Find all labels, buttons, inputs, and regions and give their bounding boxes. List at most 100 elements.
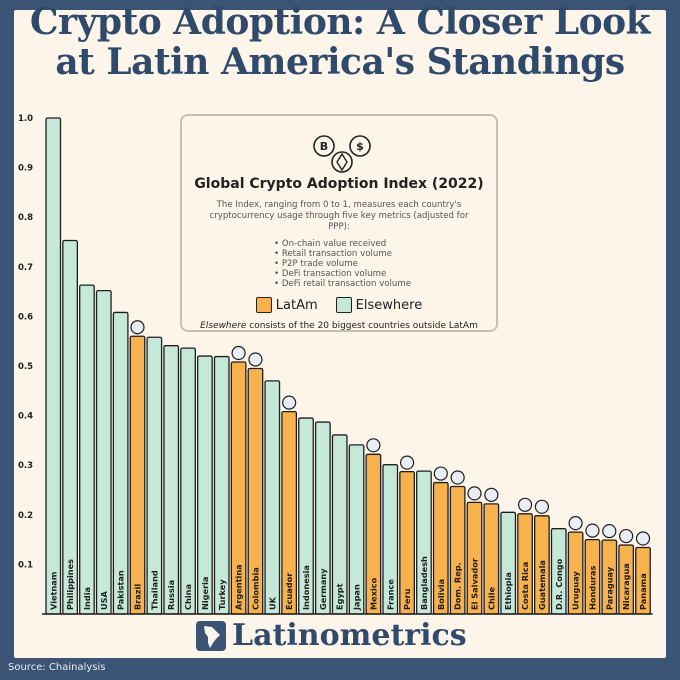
flag-icon — [602, 523, 617, 539]
category-label: Guatemala — [537, 560, 547, 610]
category-label: Honduras — [587, 565, 597, 610]
legend-item-elsewhere: Elsewhere — [335, 297, 423, 313]
bar-nigeria — [196, 355, 213, 615]
y-tick-label: 0.7 — [18, 263, 33, 273]
category-label: Mexico — [368, 577, 378, 610]
category-label: India — [82, 587, 92, 610]
flag-icon — [282, 395, 297, 410]
category-label: Chile — [486, 587, 496, 610]
flag-icon — [619, 528, 634, 544]
metric-item: Retail transaction volume — [274, 249, 496, 259]
legend-item-latam: LatAm — [255, 297, 318, 313]
category-label: Uruguay — [571, 571, 581, 610]
category-label: Germany — [318, 568, 328, 610]
category-label: El Salvador — [470, 557, 480, 610]
category-label: USA — [99, 590, 109, 610]
flag-icon — [635, 531, 651, 546]
category-label: Ethiopia — [503, 572, 513, 610]
category-label: Turkey — [217, 579, 227, 610]
y-tick-label: 0.9 — [18, 164, 33, 174]
category-label: Pakistan — [116, 570, 126, 610]
category-label: Colombia — [250, 567, 260, 610]
bar-philippines — [62, 239, 78, 615]
legend-label-elsewhere: Elsewhere — [355, 297, 423, 313]
legend-swatch-elsewhere — [335, 297, 352, 313]
category-label: Peru — [402, 588, 412, 610]
flag-icon — [534, 499, 550, 514]
bar-uk — [264, 380, 281, 615]
flag-icon — [366, 438, 381, 453]
category-label: China — [183, 584, 193, 610]
brand: Latinometrics — [196, 618, 467, 653]
category-label: D.R. Congo — [554, 558, 564, 610]
bar-turkey — [213, 355, 230, 615]
flag-icon — [231, 345, 246, 361]
flag-icon — [484, 487, 499, 502]
bar-russia — [163, 345, 180, 615]
flag-icon — [585, 523, 600, 538]
y-tick-label: 0.1 — [18, 560, 33, 570]
bar-vietnam — [45, 117, 62, 615]
category-label: Nicaragua — [621, 563, 631, 610]
info-title: Global Crypto Adoption Index (2022) — [194, 176, 484, 192]
info-note-emphasis: Elsewhere — [200, 321, 247, 331]
info-note-text: consists of the 20 biggest countries out… — [246, 321, 478, 331]
crypto-coins-icon: B $ — [313, 135, 371, 173]
y-tick-label: 0.4 — [18, 412, 33, 422]
category-label: Egypt — [335, 583, 345, 610]
category-label: Nigeria — [200, 577, 210, 610]
flag-icon — [568, 516, 583, 531]
category-label: Paraguay — [604, 566, 614, 610]
category-label: UK — [267, 596, 277, 610]
category-label: Argentina — [234, 564, 244, 610]
page-title: Crypto Adoption: A Closer Look at Latin … — [0, 2, 680, 82]
category-label: Thailand — [149, 570, 159, 610]
bar-pakistan — [112, 311, 129, 615]
metric-item: P2P trade volume — [274, 259, 496, 269]
legend-label-latam: LatAm — [275, 297, 318, 313]
title-line-2: at Latin America's Standings — [55, 41, 625, 83]
flag-icon — [517, 497, 533, 512]
y-tick-label: 0.5 — [18, 362, 33, 372]
y-tick-label: 0.3 — [18, 461, 33, 471]
category-label: Philippines — [65, 559, 75, 610]
latam-map-logo-icon — [196, 620, 226, 651]
info-description: The Index, ranging from 0 to 1, measures… — [209, 200, 469, 232]
category-label: Vietnam — [48, 572, 58, 610]
flag-icon — [130, 320, 145, 335]
category-label: Indonesia — [301, 565, 311, 610]
metric-item: DeFi retail transaction volume — [274, 279, 496, 289]
bar-india — [79, 284, 95, 615]
metric-item: On-chain value received — [274, 239, 496, 249]
category-label: Bangladesh — [419, 556, 429, 610]
category-label: France — [385, 579, 395, 610]
info-note: Elsewhere consists of the 20 biggest cou… — [182, 321, 496, 331]
svg-text:$: $ — [356, 140, 364, 153]
y-tick-label: 1.0 — [18, 114, 33, 124]
category-label: Japan — [352, 584, 362, 611]
flag-icon — [248, 352, 263, 367]
svg-text:B: B — [320, 140, 328, 153]
info-box: B $ Global Crypto Adoption Index (2022) … — [180, 114, 498, 332]
brand-name: Latinometrics — [232, 618, 467, 653]
bar-usa — [95, 289, 112, 615]
bar-china — [180, 347, 196, 615]
flag-icon — [400, 455, 415, 470]
source-note: Source: Chainalysis — [8, 662, 106, 673]
metric-item: DeFi transaction volume — [274, 269, 496, 279]
category-label: Russia — [166, 580, 176, 610]
bar-brazil — [129, 335, 146, 615]
flag-icon — [467, 486, 482, 501]
legend-swatch-latam — [255, 297, 272, 313]
y-tick-label: 0.6 — [18, 312, 33, 322]
category-label: Costa Rica — [520, 562, 530, 610]
category-label: Brazil — [133, 584, 143, 610]
category-label: Bolivia — [436, 579, 446, 610]
title-line-1: Crypto Adoption: A Closer Look — [29, 1, 651, 43]
flag-icon — [433, 466, 448, 481]
flag-icon — [450, 470, 465, 485]
category-label: Panama — [638, 573, 648, 610]
y-tick-label: 0.8 — [18, 213, 33, 223]
category-label: Dom. Rep. — [453, 562, 463, 610]
